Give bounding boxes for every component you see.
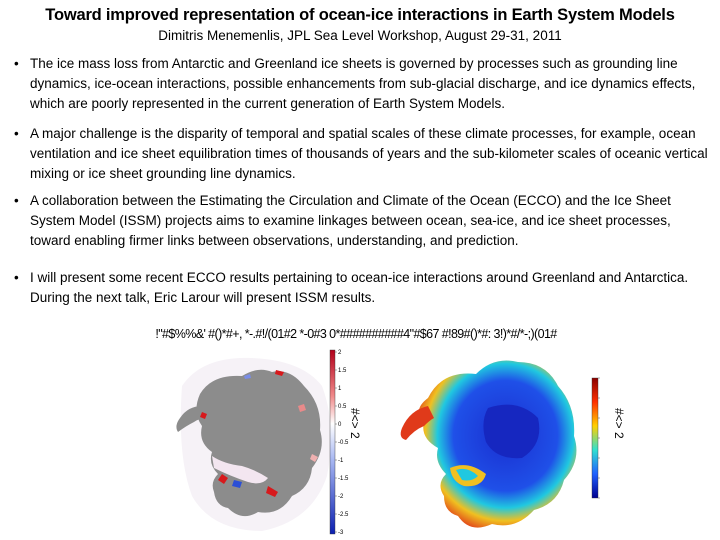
positive-anomaly-patch <box>310 454 318 462</box>
colorbar-tick-label: -0.5 <box>338 440 349 446</box>
colorbar-tick-label: 0.5 <box>338 404 347 410</box>
colorbar-tick-label: -3 <box>338 530 344 536</box>
bullet-text: I will present some recent ECCO results … <box>30 270 689 305</box>
colorbar-tick-label: 1 <box>338 386 342 392</box>
colorbar-ticks <box>598 377 600 499</box>
bullet-text: A major challenge is the disparity of te… <box>30 126 708 181</box>
figure-caption: !"#$%%&' #()*#+, *-.#!/(01#2 *-0#3 0*###… <box>155 327 557 341</box>
colorbar-tick-label: -2 <box>338 494 344 500</box>
positive-anomaly-patch <box>275 370 284 376</box>
colorbar-tick-label: -1 <box>338 458 344 464</box>
bullet-marker: • <box>14 56 19 71</box>
right-map-side-label: #<> 2 <box>612 408 626 439</box>
bullet-marker: • <box>14 270 19 285</box>
slide-title: Toward improved representation of ocean-… <box>45 6 675 24</box>
positive-anomaly-patch <box>298 404 306 412</box>
colorbar <box>329 349 336 535</box>
ice-shelf-core <box>456 468 478 481</box>
colorbar-tick-labels: 2 1.5 1 0.5 0 -0.5 -1 -1.5 -2 -2.5 -3 <box>335 350 349 536</box>
bullet-marker: • <box>14 193 19 208</box>
negative-anomaly-patch <box>244 374 251 379</box>
colorbar-tick-label: -2.5 <box>338 512 349 518</box>
peninsula-land <box>176 406 206 432</box>
bullet-text: The ice mass loss from Antarctic and Gre… <box>30 56 696 111</box>
shelf-anomaly <box>212 456 268 484</box>
bullet-text: A collaboration between the Estimating t… <box>30 193 671 248</box>
antarctica-shaded-map <box>398 348 608 538</box>
colorbar <box>591 377 599 499</box>
interior-region <box>483 404 540 459</box>
colorbar-tick-label: 1.5 <box>338 368 347 374</box>
colorbar-tick-label: -1.5 <box>338 476 349 482</box>
negative-anomaly-patch <box>232 480 242 488</box>
positive-anomaly-patch <box>266 486 278 497</box>
left-map-side-label: #<> 2 <box>348 408 362 439</box>
positive-anomaly-patch <box>218 474 228 484</box>
colorbar-tick-label: 2 <box>338 350 342 356</box>
peninsula-shaded <box>400 406 434 440</box>
positive-anomaly-patch <box>200 412 207 419</box>
slide-subtitle: Dimitris Menemenlis, JPL Sea Level Works… <box>158 28 562 43</box>
bullet-marker: • <box>14 126 19 141</box>
colorbar-tick-label: 0 <box>338 422 342 428</box>
continent-land <box>196 369 322 517</box>
antarctica-anomaly-map: 2 1.5 1 0.5 0 -0.5 -1 -1.5 -2 -2.5 -3 <box>172 346 352 536</box>
